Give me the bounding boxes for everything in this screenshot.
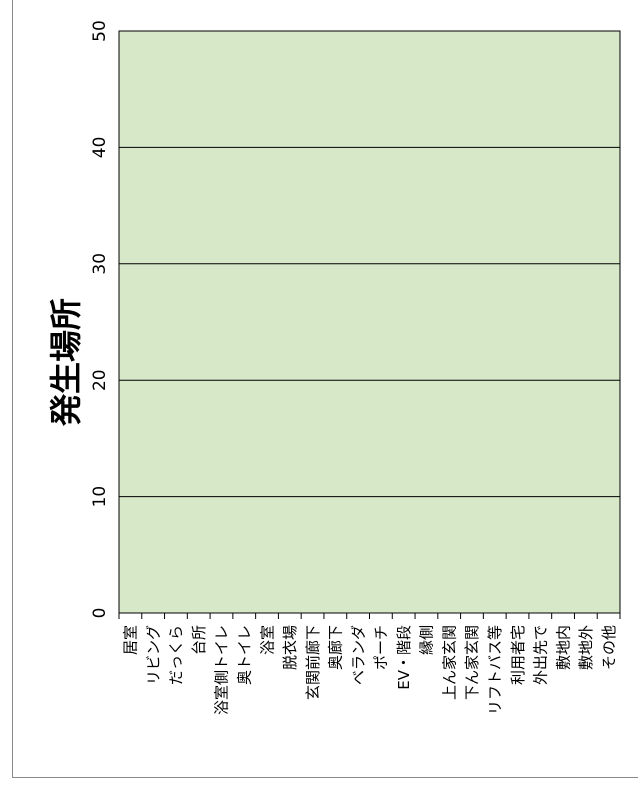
category-label: 浴室側トイレ: [213, 625, 231, 715]
category-label: 敷地外: [577, 625, 595, 670]
category-label: 敷地内: [554, 625, 572, 670]
category-label: 外出先で: [532, 625, 550, 685]
category-label: ベランダ: [349, 625, 367, 685]
category-label: 玄関前廊下: [304, 625, 322, 700]
x-axis-ticks: [118, 613, 621, 619]
category-label: 下ん家玄関: [463, 625, 481, 700]
category-labels: 居室 リビング だっくら 台所 浴室側トイレ 奥トイレ 浴室 脱衣場 玄関前廊下 奥廊下 ベランダポ…: [122, 625, 618, 715]
plot-area: [118, 30, 621, 614]
category-label: 奥トイレ: [236, 625, 254, 685]
category-label: 奥廊下: [327, 625, 345, 670]
gridlines: [119, 146, 620, 498]
category-label: 利用者宅: [509, 625, 527, 685]
category-label: リビング: [144, 625, 162, 685]
category-label: リフトバス等: [486, 625, 504, 715]
category-label: 縁側: [418, 625, 436, 655]
y-axis-label: 発生場所: [47, 298, 85, 427]
category-label: EV・階段: [395, 625, 413, 690]
y-axis-ticks: 0 10 20 30 40 50: [90, 20, 110, 618]
y-tick-label: 50: [90, 20, 110, 42]
category-label: 浴室: [258, 625, 276, 655]
y-tick-label: 0: [90, 608, 110, 619]
y-tick-label: 10: [90, 486, 110, 508]
chart-frame: [12, 0, 638, 778]
category-label: だっくら: [167, 625, 185, 685]
category-label: その他: [600, 625, 618, 670]
category-label: 脱衣場: [281, 625, 299, 670]
y-tick-label: 40: [90, 137, 110, 159]
category-label: ポーチ: [372, 625, 390, 670]
category-label: 上ん家玄関: [440, 625, 458, 700]
y-tick-label: 30: [90, 253, 110, 275]
category-label: 台所: [190, 625, 208, 655]
category-label: 居室: [122, 625, 140, 655]
y-tick-label: 20: [90, 369, 110, 391]
